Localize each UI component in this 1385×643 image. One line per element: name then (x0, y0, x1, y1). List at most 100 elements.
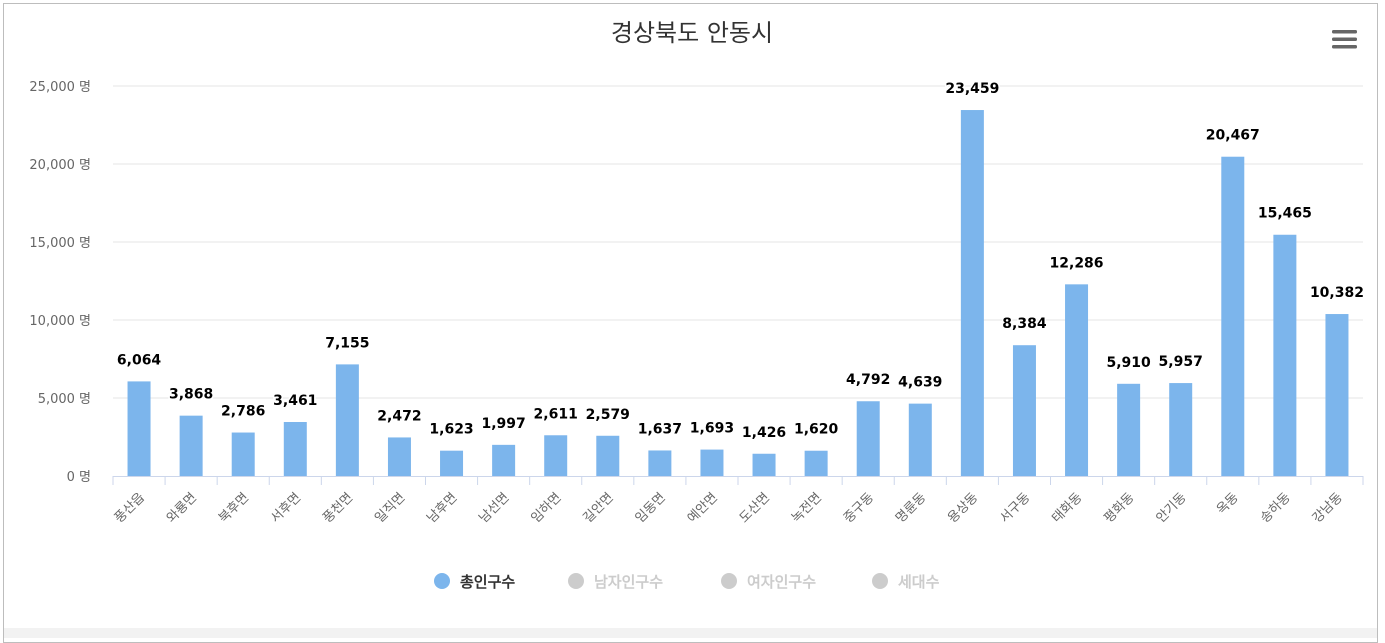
x-tick-label: 용상동 (945, 490, 981, 526)
x-tick-label: 서후면 (268, 490, 304, 526)
bar (856, 401, 880, 476)
data-label: 6,064 (117, 352, 162, 368)
data-label: 3,868 (169, 387, 213, 403)
legend-item[interactable]: 남자인구수 (568, 573, 663, 591)
y-tick-label: 5,000 명 (38, 392, 91, 407)
x-tick-label: 와룡면 (164, 490, 200, 526)
data-label: 1,693 (690, 421, 734, 437)
data-label: 15,465 (1258, 206, 1312, 222)
legend-item[interactable]: 총인구수 (434, 573, 515, 591)
x-tick-label: 임동면 (633, 490, 669, 526)
chart-container (3, 3, 1378, 643)
y-tick-label: 0 명 (67, 470, 91, 485)
x-axis: 풍산읍 와룡면 북후면 서후면 풍천면 일직면 남후면 남선면 임하면 길안면 임동면 예안면 도산면 녹… (112, 476, 1364, 526)
bar (387, 437, 411, 476)
data-label: 12,286 (1050, 255, 1104, 271)
grid-lines (113, 85, 1363, 399)
x-tick-label: 옥동 (1214, 490, 1242, 518)
data-label: 10,382 (1310, 285, 1364, 301)
bar (127, 381, 151, 476)
data-label: 8,384 (1002, 316, 1047, 332)
bar (492, 444, 516, 476)
bar (1325, 314, 1349, 476)
data-label: 1,997 (481, 416, 525, 432)
y-tick-label: 15,000 명 (29, 236, 91, 251)
bar (1273, 234, 1297, 476)
legend-item[interactable]: 세대수 (872, 573, 940, 591)
x-tick-label: 중구동 (841, 490, 877, 526)
legend-marker (434, 573, 450, 589)
bar (1169, 383, 1193, 476)
bar (1117, 383, 1141, 476)
legend-label: 남자인구수 (594, 573, 663, 591)
legend-marker (872, 573, 888, 589)
bar (596, 435, 620, 476)
value-labels: 6,064 3,868 2,786 3,461 7,155 2,472 1,623 1,997… (115, 80, 1365, 443)
x-tick-label: 풍천면 (320, 490, 356, 526)
bar (179, 415, 203, 476)
bar (335, 364, 359, 476)
bar (804, 450, 828, 476)
legend-label: 여자인구수 (747, 573, 816, 591)
legend-item[interactable]: 여자인구수 (721, 573, 816, 591)
hamburger-menu-icon[interactable] (1328, 26, 1360, 52)
x-tick-label: 안기동 (1154, 490, 1190, 526)
y-axis: 0 명 5,000 명 10,000 명 15,000 명 20,000 명 25,000… (29, 80, 91, 485)
bar (283, 422, 307, 476)
bar (440, 450, 464, 476)
x-tick-label: 북후면 (216, 490, 252, 526)
y-tick-label: 20,000 명 (29, 158, 91, 173)
x-tick-label: 녹전면 (789, 490, 825, 526)
x-tick-label: 명륜동 (893, 490, 929, 526)
legend-marker (721, 573, 737, 589)
y-tick-label: 25,000 명 (29, 80, 91, 95)
data-label: 1,620 (794, 422, 839, 438)
legend-marker (568, 573, 584, 589)
bottom-strip (4, 628, 1377, 638)
bar (908, 403, 932, 476)
legend: 총인구수 남자인구수 여자인구수 세대수 (434, 573, 940, 591)
x-tick-label: 서구동 (997, 490, 1033, 526)
data-label: 3,461 (273, 393, 317, 409)
x-tick-label: 남후면 (424, 490, 460, 526)
data-label: 1,426 (742, 425, 786, 441)
x-tick-label: 예안면 (685, 490, 721, 526)
x-tick-label: 길안면 (581, 490, 617, 526)
x-tick-label: 임하면 (529, 490, 565, 526)
x-tick-label: 일직면 (372, 490, 408, 526)
data-label: 23,459 (945, 81, 999, 97)
legend-label: 세대수 (898, 573, 940, 591)
data-label: 20,467 (1206, 128, 1260, 144)
data-label: 2,472 (377, 408, 421, 424)
data-label: 4,639 (898, 375, 942, 391)
bar (700, 449, 724, 476)
bar (960, 110, 984, 476)
data-label: 2,786 (221, 404, 265, 420)
data-label: 1,637 (638, 421, 682, 437)
data-label: 5,957 (1159, 354, 1203, 370)
x-tick-label: 강남동 (1310, 490, 1346, 526)
x-tick-label: 남선면 (476, 490, 512, 526)
data-label: 7,155 (325, 335, 369, 351)
bar (752, 453, 776, 476)
chart-title: 경상북도 안동시 (611, 19, 773, 47)
data-label: 2,611 (534, 406, 578, 422)
x-tick-label: 평화동 (1101, 490, 1137, 526)
bar (544, 435, 568, 476)
data-label: 2,579 (586, 407, 630, 423)
bar (1065, 284, 1089, 476)
x-tick-label: 송하동 (1258, 490, 1294, 526)
bar (1221, 156, 1245, 477)
data-label: 1,623 (429, 422, 473, 438)
legend-label: 총인구수 (460, 573, 515, 591)
bar (1012, 345, 1036, 476)
data-label: 4,792 (846, 372, 890, 388)
x-tick-label: 풍산읍 (112, 490, 148, 526)
y-tick-label: 10,000 명 (29, 314, 91, 329)
x-tick-label: 도산면 (737, 490, 773, 526)
x-tick-label: 태화동 (1049, 490, 1085, 526)
bar (231, 432, 255, 476)
bar (648, 450, 672, 476)
data-label: 5,910 (1106, 355, 1151, 371)
